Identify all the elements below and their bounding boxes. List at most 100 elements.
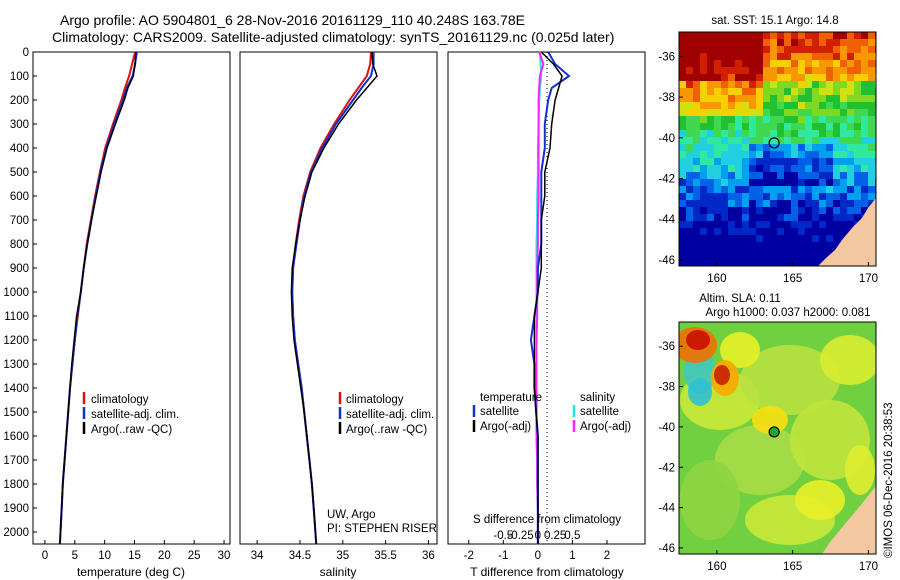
sst-pixel (686, 46, 693, 53)
sst-pixel (679, 144, 686, 151)
sst-pixel (833, 88, 840, 95)
sst-pixel (707, 109, 714, 116)
sst-pixel (728, 165, 735, 172)
sst-pixel (756, 200, 763, 207)
sst-pixel (805, 137, 812, 144)
sst-pixel (707, 60, 714, 67)
sst-pixel (693, 95, 700, 102)
sst-pixel (847, 137, 854, 144)
difference-series-line (533, 51, 563, 544)
sst-map-ticks: -36 -38 -40 -42 -44 -46 160 165 170 (658, 51, 878, 285)
sst-pixel (798, 137, 805, 144)
sla-map-lon-label: 165 (783, 561, 802, 573)
t-difference-tick-label: -1 (498, 550, 508, 562)
salinity-xlabel: salinity (320, 565, 357, 579)
sst-pixel (714, 32, 721, 39)
sst-pixel (728, 151, 735, 158)
sst-pixel (763, 116, 770, 123)
sst-pixel (700, 200, 707, 207)
salinity-legend: climatology satellite-adj. clim. Argo(..… (338, 392, 434, 436)
sst-pixel (791, 116, 798, 123)
sst-pixel (819, 46, 826, 53)
sst-pixel (847, 221, 854, 228)
sst-pixel (693, 256, 700, 263)
sst-pixel (840, 67, 847, 74)
sst-pixel (693, 263, 700, 266)
sst-pixel (763, 144, 770, 151)
sst-pixel (728, 193, 735, 200)
sst-pixel (868, 193, 875, 200)
sst-pixel (819, 179, 826, 186)
sst-pixel (693, 221, 700, 228)
sst-pixel (714, 214, 721, 221)
salinity-axes (239, 51, 438, 545)
sst-pixel (847, 158, 854, 165)
sst-pixel (826, 207, 833, 214)
sst-pixel (812, 60, 819, 67)
sst-pixel (686, 186, 693, 193)
sst-pixel (805, 193, 812, 200)
sst-pixel (868, 60, 875, 67)
depth-tick-label: 1400 (3, 383, 29, 395)
sst-pixel (861, 123, 868, 130)
sst-pixel (728, 95, 735, 102)
sst-pixel (742, 249, 749, 256)
sst-pixel (679, 67, 686, 74)
sst-pixel (700, 123, 707, 130)
sst-pixel (714, 221, 721, 228)
sst-pixel (686, 60, 693, 67)
sst-map-lat-label: -40 (658, 133, 675, 145)
sst-pixel (791, 228, 798, 235)
sst-pixel (679, 39, 686, 46)
sst-pixel (756, 32, 763, 39)
sst-pixel (868, 102, 875, 109)
sst-pixel (784, 207, 791, 214)
sst-pixel (686, 179, 693, 186)
sst-pixel (798, 235, 805, 242)
sst-pixel (826, 116, 833, 123)
sst-pixel (707, 249, 714, 256)
sst-pixel (728, 88, 735, 95)
sst-pixel (854, 214, 861, 221)
sst-pixel (700, 235, 707, 242)
sst-pixel (868, 186, 875, 193)
sst-pixel (791, 88, 798, 95)
sst-pixel (742, 228, 749, 235)
sst-pixel (840, 116, 847, 123)
sst-pixel (756, 221, 763, 228)
sst-pixel (861, 88, 868, 95)
sst-pixel (833, 81, 840, 88)
sst-pixel (700, 249, 707, 256)
sst-pixel (700, 74, 707, 81)
sst-pixel (728, 263, 735, 266)
sst-pixel (854, 158, 861, 165)
sst-pixel (798, 60, 805, 67)
sst-pixel (714, 172, 721, 179)
sst-pixel (868, 123, 875, 130)
sst-pixel (714, 88, 721, 95)
sst-pixel (861, 116, 868, 123)
sst-pixel (714, 256, 721, 263)
sst-pixel (728, 186, 735, 193)
sst-pixel (749, 193, 756, 200)
sst-pixel (756, 172, 763, 179)
sst-pixel (693, 137, 700, 144)
sst-pixel (819, 32, 826, 39)
sst-pixel (819, 256, 826, 263)
sst-pixel (770, 214, 777, 221)
sst-pixel (735, 235, 742, 242)
sst-pixel (721, 263, 728, 266)
sst-pixel (833, 46, 840, 53)
sst-pixel (735, 32, 742, 39)
sst-pixel (770, 53, 777, 60)
note-pi: PI: STEPHEN RISER (327, 523, 437, 535)
sst-pixel (833, 221, 840, 228)
sst-pixel (686, 74, 693, 81)
legend-satellite: satellite-adj. clim. (91, 409, 179, 421)
sst-pixel (777, 172, 784, 179)
sst-pixel (721, 144, 728, 151)
sst-map-lat-label: -44 (658, 214, 675, 226)
sst-map-lon-label: 165 (783, 273, 802, 285)
sst-pixel (728, 39, 735, 46)
sst-pixel (833, 74, 840, 81)
